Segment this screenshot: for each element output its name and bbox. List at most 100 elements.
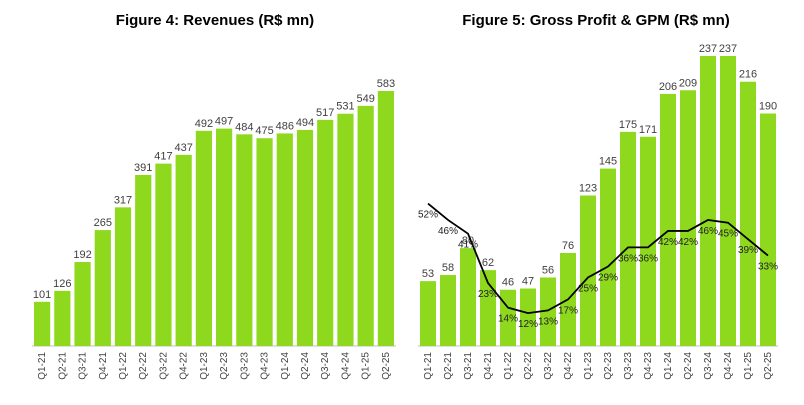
bar-value-label: 56: [542, 264, 554, 276]
bar-value-label: 517: [316, 107, 334, 119]
x-tick-label: Q3-23: [623, 352, 634, 380]
bar-value-label: 237: [699, 43, 717, 55]
x-tick-label: Q2-24: [300, 352, 311, 380]
bar: [357, 105, 374, 346]
gpm-line: [427, 202, 769, 315]
x-tick-label: Q2-25: [763, 352, 774, 380]
bar-value-label: 486: [276, 120, 294, 132]
bar-value-label: 317: [114, 194, 132, 206]
bar: [580, 195, 596, 346]
bar-value-label: 101: [33, 289, 51, 301]
x-tick-label: Q1-22: [118, 352, 129, 380]
chart-title-revenues: Figure 4: Revenues (R$ mn): [116, 12, 314, 29]
gpm-label: 52%: [418, 210, 438, 221]
bar: [640, 136, 656, 346]
bar-value-label: 531: [336, 101, 354, 113]
x-tick-label: Q4-22: [563, 352, 574, 380]
bar: [155, 163, 172, 346]
bar-value-label: 123: [579, 182, 597, 194]
gpm-label: 13%: [538, 316, 558, 327]
bar: [317, 119, 334, 347]
gross-profit-chart: 53 Q1-21 58 Q2-21 80 Q3-21 62 Q4-21 46 Q1-22 47 Q2-…: [418, 43, 778, 380]
x-tick-label: Q1-22: [503, 352, 514, 380]
bar: [256, 138, 273, 346]
x-tick-label: Q2-24: [683, 352, 694, 380]
bar-value-label: 126: [53, 278, 71, 290]
gpm-label: 39%: [738, 245, 758, 256]
bar-value-label: 209: [679, 77, 697, 89]
x-tick-label: Q3-24: [703, 352, 714, 380]
x-tick-label: Q2-21: [57, 352, 68, 380]
gpm-label: 17%: [558, 305, 578, 316]
bar: [680, 90, 696, 347]
gpm-label: 46%: [438, 226, 458, 237]
x-tick-label: Q3-21: [78, 352, 89, 380]
x-tick-label: Q1-21: [423, 352, 434, 380]
bar-value-label: 216: [739, 69, 757, 81]
x-tick-label: Q4-24: [723, 352, 734, 380]
bar: [216, 128, 233, 346]
x-tick-label: Q1-24: [663, 352, 674, 380]
x-tick-label: Q2-22: [138, 352, 149, 380]
bar: [195, 130, 212, 346]
x-tick-label: Q2-23: [219, 352, 230, 380]
x-tick-label: Q3-23: [239, 352, 250, 380]
bar-value-label: 265: [94, 217, 112, 229]
x-tick-label: Q2-23: [603, 352, 614, 380]
bar: [720, 56, 736, 346]
gpm-label: 42%: [658, 237, 678, 248]
x-tick-label: Q1-23: [583, 352, 594, 380]
bar: [94, 230, 111, 346]
bar-value-label: 391: [134, 162, 152, 174]
gpm-label: 23%: [478, 289, 498, 300]
x-tick-label: Q2-21: [443, 352, 454, 380]
gpm-label: 25%: [578, 284, 598, 295]
x-tick-label: Q1-24: [280, 352, 291, 380]
bar-value-label: 549: [356, 93, 374, 105]
bar: [34, 301, 51, 346]
bar: [540, 277, 556, 346]
bar: [760, 113, 776, 346]
bar: [440, 275, 456, 346]
bar: [74, 262, 91, 346]
bar: [460, 248, 476, 346]
bar-value-label: 190: [759, 101, 777, 113]
bar: [740, 81, 756, 347]
chart-title-gross-profit: Figure 5: Gross Profit & GPM (R$ mn): [462, 12, 730, 29]
x-tick-label: Q4-22: [179, 352, 190, 380]
bar: [660, 93, 676, 346]
x-tick-label: Q4-24: [340, 352, 351, 380]
bar-value-label: 80: [462, 235, 474, 247]
x-tick-label: Q2-22: [523, 352, 534, 380]
bar-value-label: 484: [235, 121, 253, 133]
gpm-label: 29%: [598, 273, 618, 284]
bar: [600, 168, 616, 346]
bar-value-label: 171: [639, 124, 657, 136]
gpm-label: 33%: [758, 262, 778, 273]
bar-value-label: 492: [195, 118, 213, 130]
bar: [420, 281, 436, 346]
gpm-label: 42%: [678, 237, 698, 248]
bar: [377, 91, 394, 346]
bar: [236, 134, 253, 346]
bar-value-label: 494: [296, 117, 314, 129]
gpm-label: 12%: [518, 319, 538, 330]
x-tick-label: Q3-21: [463, 352, 474, 380]
gpm-label: 36%: [618, 253, 638, 264]
bar: [175, 154, 192, 346]
bar-value-label: 497: [215, 116, 233, 128]
x-tick-label: Q2-25: [381, 352, 392, 380]
bar: [337, 113, 354, 347]
gpm-label: 46%: [698, 226, 718, 237]
bar-value-label: 53: [422, 268, 434, 280]
revenues-chart: 101 Q1-21 126 Q2-21 192 Q3-21 265 Q4-21 317 Q1-22…: [32, 78, 396, 380]
bar-value-label: 76: [562, 240, 574, 252]
bar: [54, 290, 71, 346]
x-tick-label: Q1-23: [199, 352, 210, 380]
bar-value-label: 475: [255, 125, 273, 137]
bar: [520, 288, 536, 346]
bar-value-label: 58: [442, 262, 454, 274]
x-tick-label: Q4-23: [260, 352, 271, 380]
x-tick-label: Q3-22: [158, 352, 169, 380]
